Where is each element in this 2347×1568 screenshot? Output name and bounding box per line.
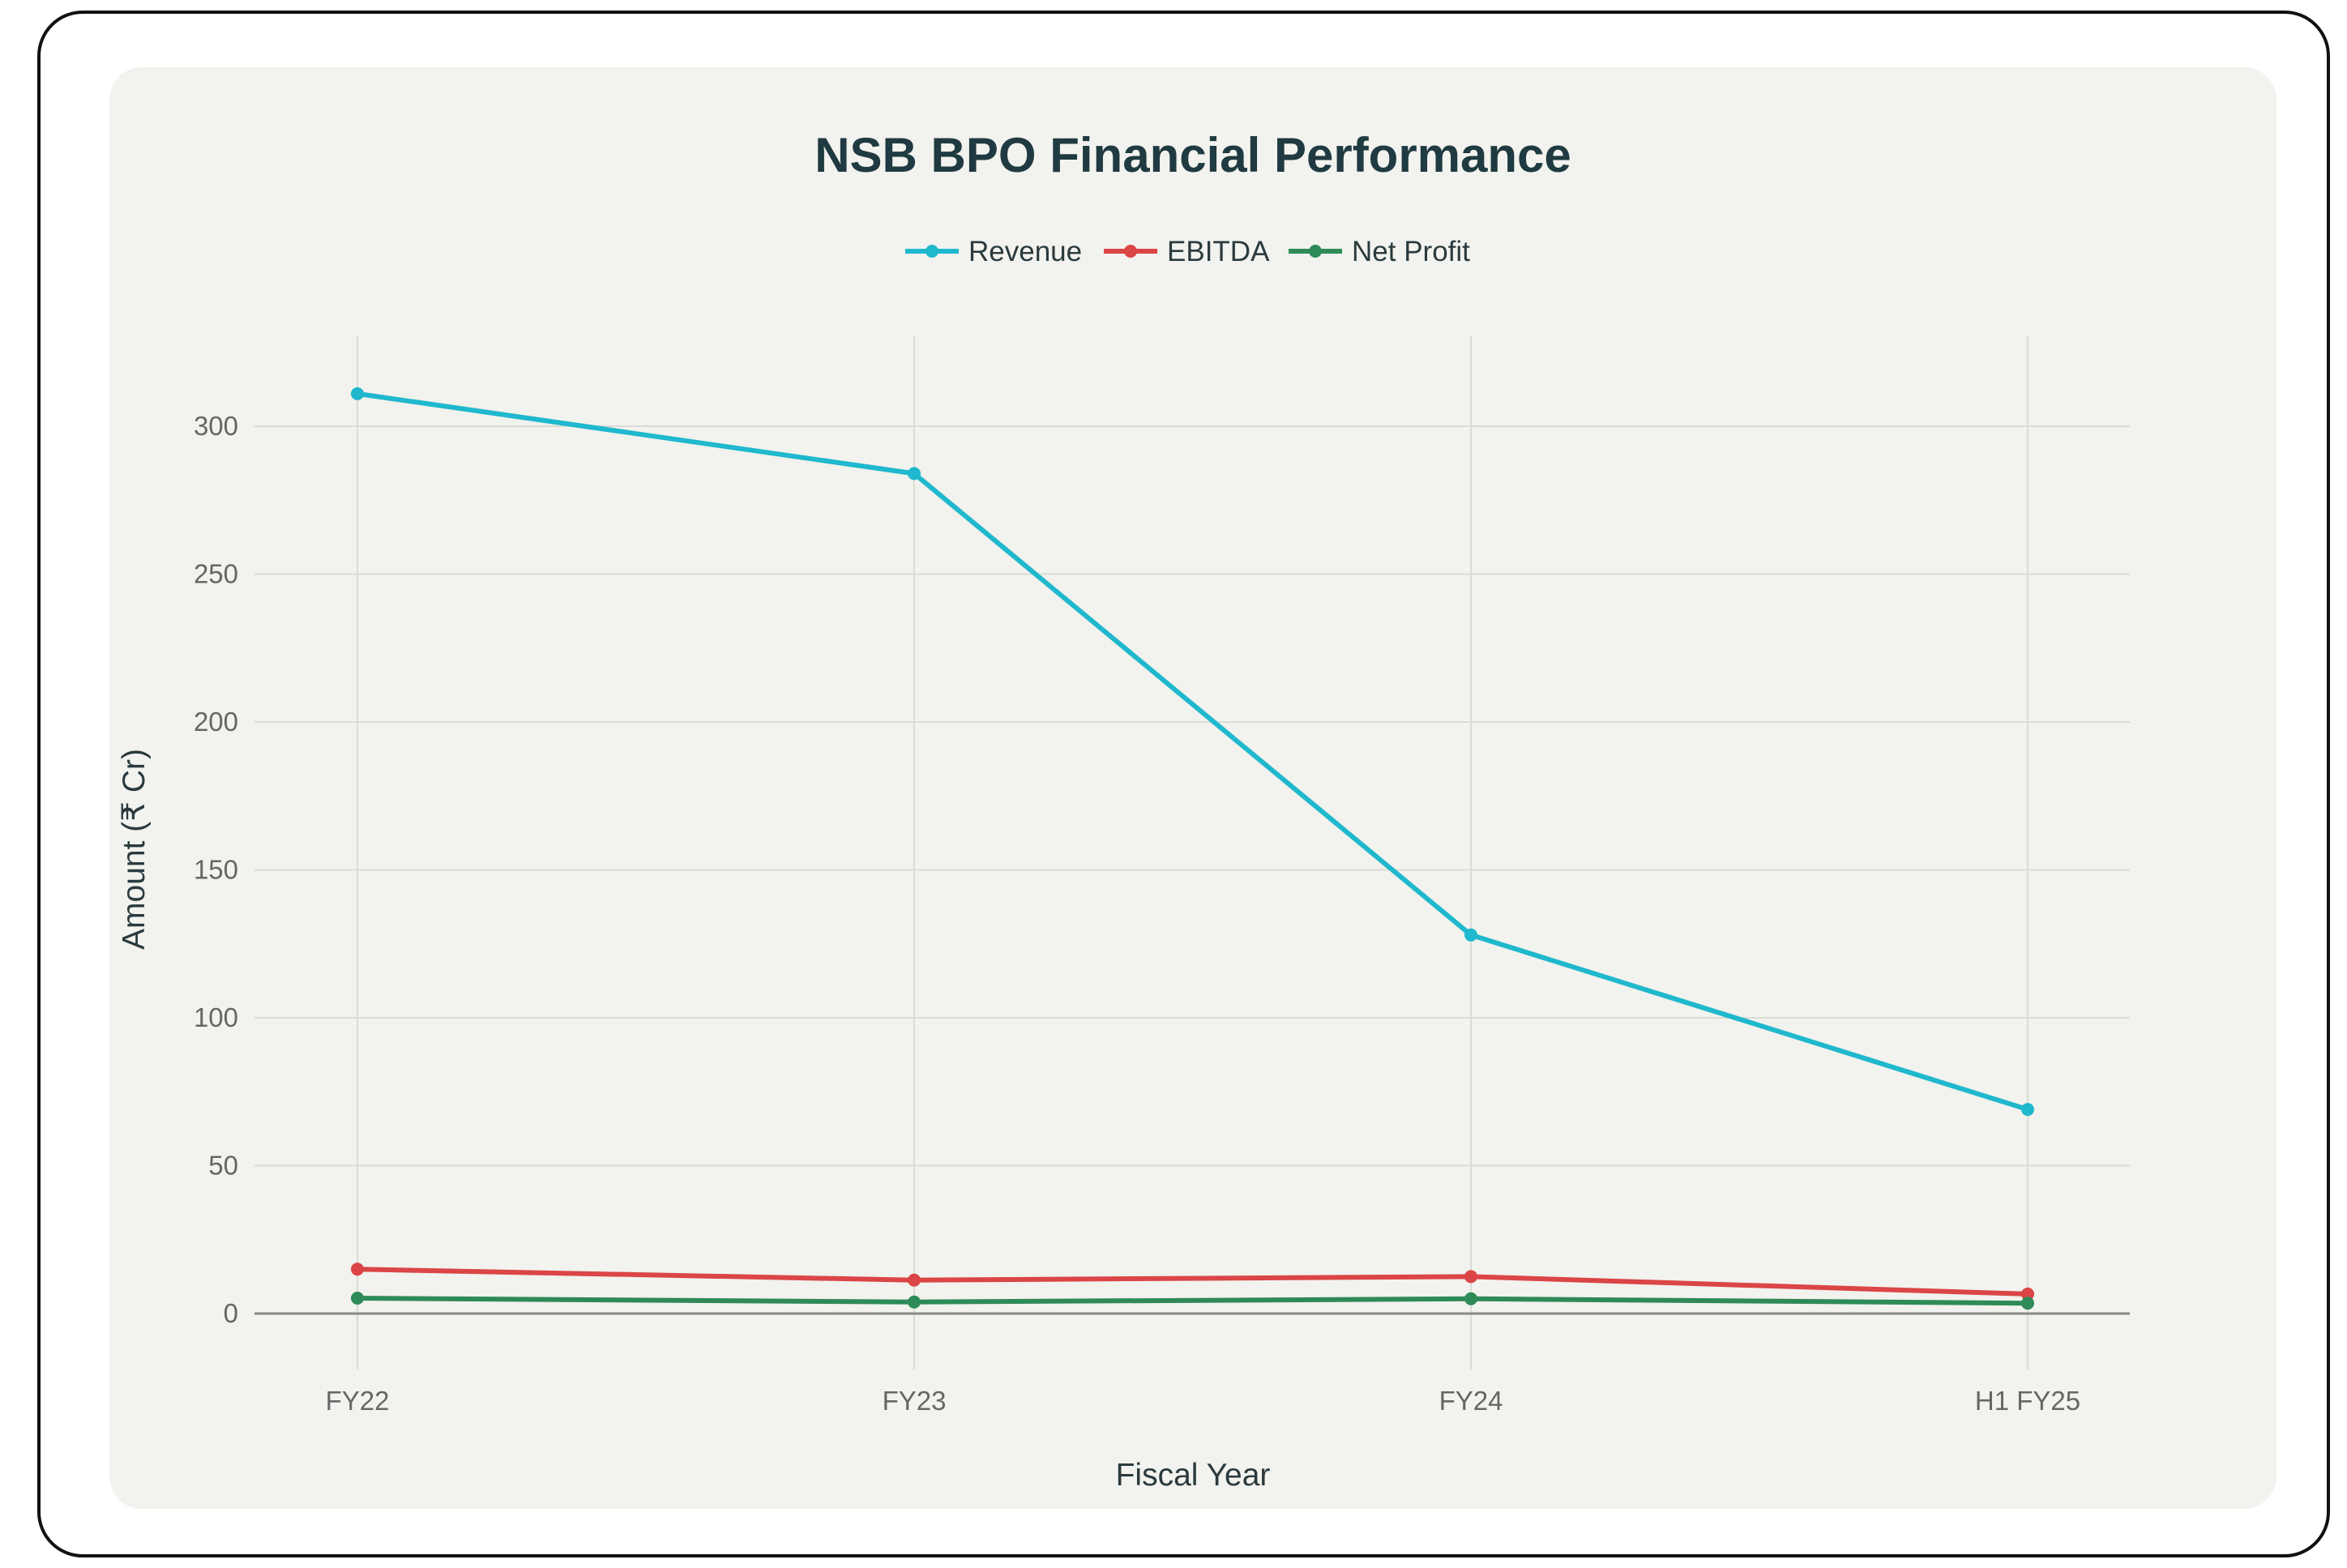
legend-marker [1309,245,1322,258]
data-point[interactable] [1464,928,1477,942]
grid [254,335,2130,1369]
legend-item[interactable]: Revenue [905,236,1082,267]
y-tick-label: 0 [224,1298,238,1328]
y-tick-label: 50 [208,1151,238,1181]
series-line [357,1296,2029,1306]
legend-marker [1124,245,1137,258]
x-axis-title: Fiscal Year [1116,1458,1271,1493]
legend-marker [926,245,938,258]
y-tick-label: 300 [194,411,238,441]
x-tick-label: FY24 [1439,1386,1503,1416]
data-point[interactable] [2021,1297,2034,1310]
legend-label: Revenue [968,236,1082,267]
data-point[interactable] [908,1273,921,1287]
data-point[interactable] [908,1295,921,1309]
series-line [357,1267,2029,1297]
series-revenue [351,387,2034,1117]
y-tick-label: 150 [194,855,238,885]
x-tick-label: H1 FY25 [1975,1386,2080,1416]
legend: Revenue EBITDA Net Profit [905,236,1470,267]
x-tick-label: FY23 [883,1386,947,1416]
y-tick-label: 250 [194,559,238,589]
data-point[interactable] [908,467,921,481]
series-group [351,387,2034,1310]
legend-label: Net Profit [1352,236,1470,267]
window-frame [37,11,2330,1557]
data-point[interactable] [2021,1287,2034,1301]
chart-title: NSB BPO Financial Performance [814,128,1571,182]
y-tick-label: 100 [194,1002,238,1032]
chart-card [109,67,2276,1509]
data-point[interactable] [351,1263,364,1276]
series-ebitda [351,1263,2034,1301]
x-axis-ticks: FY22 FY23 FY24 H1 FY25 [326,1386,2081,1416]
legend-item[interactable]: EBITDA [1104,236,1270,267]
y-tick-label: 200 [194,707,238,737]
y-axis-title: Amount (₹ Cr) [117,749,152,950]
data-point[interactable] [351,387,364,400]
legend-label: EBITDA [1167,236,1270,267]
y-axis-ticks: 0 50 100 150 200 250 300 [194,411,238,1328]
data-point[interactable] [2021,1103,2034,1117]
data-point[interactable] [1464,1270,1477,1284]
data-point[interactable] [351,1292,364,1305]
data-point[interactable] [1464,1292,1477,1305]
legend-item[interactable]: Net Profit [1289,236,1470,267]
series-net-profit [351,1292,2034,1310]
series-line [357,391,2029,1113]
x-tick-label: FY22 [326,1386,390,1416]
